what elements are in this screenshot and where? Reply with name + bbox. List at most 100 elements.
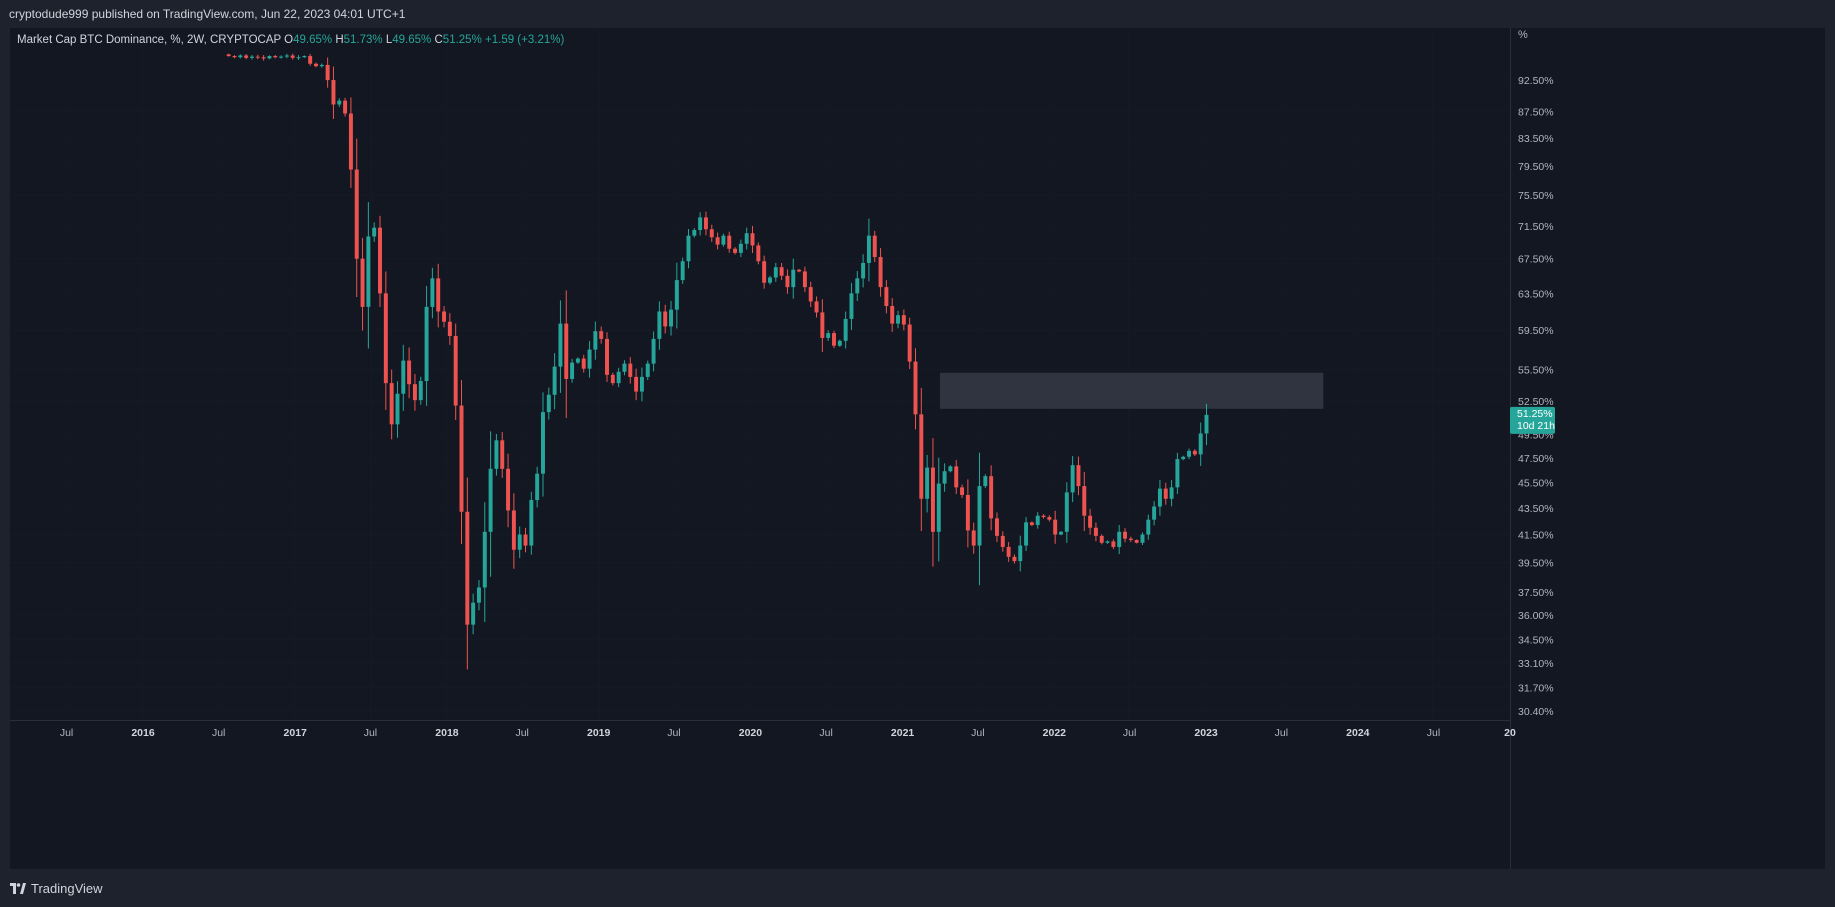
candle <box>442 306 447 328</box>
price-tick-label: 92.50% <box>1518 75 1554 87</box>
candle-body <box>1175 459 1180 488</box>
candle-body <box>1006 546 1011 557</box>
candle-body <box>1198 433 1203 455</box>
candle <box>634 368 639 401</box>
ohlc-legend: Market Cap BTC Dominance, %, 2W, CRYPTOC… <box>17 34 564 46</box>
price-axis-unit: % <box>1518 29 1528 41</box>
time-tick-year: 2016 <box>131 727 155 739</box>
candle <box>651 331 656 372</box>
candle <box>791 258 796 299</box>
candle-body <box>884 287 889 306</box>
legend-open-label: O <box>284 34 294 46</box>
candle <box>453 323 458 420</box>
candle <box>564 290 569 419</box>
candle-body <box>878 257 883 288</box>
candle <box>1146 514 1151 540</box>
candle <box>639 367 644 402</box>
candle <box>1157 479 1162 516</box>
price-tick-label: 47.50% <box>1518 453 1554 465</box>
candle-body <box>733 248 738 253</box>
candle <box>698 212 703 236</box>
candle <box>517 526 522 559</box>
candle-body <box>767 277 772 283</box>
candle <box>506 453 511 528</box>
candle-body <box>1035 515 1040 526</box>
legend-low-label: L <box>385 34 393 46</box>
time-axis[interactable]: Jul 2016 Jul 2017 Jul 2018 Jul 2019 Jul 2020 Jul 20… <box>60 727 1516 739</box>
candle <box>424 285 429 406</box>
candle <box>581 354 586 373</box>
price-axis[interactable]: 92.50% 87.50% 83.50% 79.50% 75.50% 71.50% 67.5… <box>1518 75 1554 718</box>
candle <box>447 313 452 345</box>
candle-body <box>698 217 703 231</box>
price-tick-label: 37.50% <box>1518 587 1554 599</box>
candle <box>703 211 708 236</box>
candle <box>360 237 365 331</box>
candle-body <box>703 217 708 230</box>
candle-body <box>1134 540 1139 543</box>
time-tick-year: 2018 <box>435 727 459 739</box>
candle-body <box>511 510 516 550</box>
candle <box>1070 456 1075 503</box>
chart-frame[interactable]: % 92.50% 87.50% 83.50% 79.50% 75.50% 71.50% 67… <box>10 28 1825 869</box>
candle <box>855 271 860 301</box>
current-price-tag-bg <box>1510 406 1555 434</box>
candle <box>861 254 866 288</box>
candle-body <box>663 311 668 327</box>
candle-body <box>494 440 499 469</box>
candle <box>680 257 685 284</box>
tradingview-brand[interactable]: TradingView <box>10 879 103 897</box>
candle <box>546 387 551 420</box>
candle <box>808 281 813 308</box>
candle-body <box>930 467 935 532</box>
resistance-zone <box>940 372 1324 409</box>
candle <box>1029 521 1034 527</box>
candle <box>1152 501 1157 526</box>
candle <box>779 262 784 281</box>
candle <box>1047 515 1052 522</box>
candle <box>721 233 726 247</box>
candle-body <box>622 363 627 372</box>
candle-body <box>1041 515 1046 518</box>
candle-body <box>570 362 575 379</box>
candle <box>459 380 464 545</box>
candle-body <box>960 487 965 495</box>
legend-high-label: H <box>335 34 344 46</box>
price-tick-label: 30.40% <box>1518 706 1554 718</box>
candle-body <box>558 323 563 367</box>
candle-body <box>791 269 796 288</box>
candle <box>936 457 941 562</box>
candle-body <box>639 376 644 392</box>
candle-body <box>535 473 540 501</box>
candle <box>372 222 377 242</box>
candle-body <box>1157 488 1162 507</box>
time-tick-year: 2023 <box>1194 727 1218 739</box>
candle-body <box>442 311 447 322</box>
candle <box>523 527 528 553</box>
candle-body <box>459 405 464 512</box>
candle-body <box>1181 456 1186 460</box>
candle <box>849 282 854 331</box>
bar-countdown: 10d 21h <box>1517 420 1555 432</box>
candle-body <box>348 113 353 170</box>
candle-body <box>523 534 528 546</box>
candle <box>907 317 912 369</box>
candle <box>529 491 534 555</box>
candle-body <box>587 349 592 369</box>
time-tick-month: Jul <box>1275 727 1288 739</box>
candlestick-chart[interactable]: % 92.50% 87.50% 83.50% 79.50% 75.50% 71.50% 67… <box>10 28 1825 869</box>
published-text: cryptodude999 published on TradingView.c… <box>9 7 406 21</box>
candle-body <box>901 315 906 325</box>
time-tick-year: 2021 <box>891 727 915 739</box>
candle-body <box>1047 517 1052 520</box>
candle <box>599 326 604 344</box>
candle <box>1035 512 1040 529</box>
candle <box>1053 510 1058 544</box>
candle-body <box>279 56 284 58</box>
candle <box>575 357 580 364</box>
candle-body <box>855 278 860 294</box>
footer-bar: TradingView <box>0 869 1835 907</box>
candle-body <box>1117 531 1122 547</box>
candle-body <box>471 602 476 625</box>
candle <box>412 374 417 411</box>
